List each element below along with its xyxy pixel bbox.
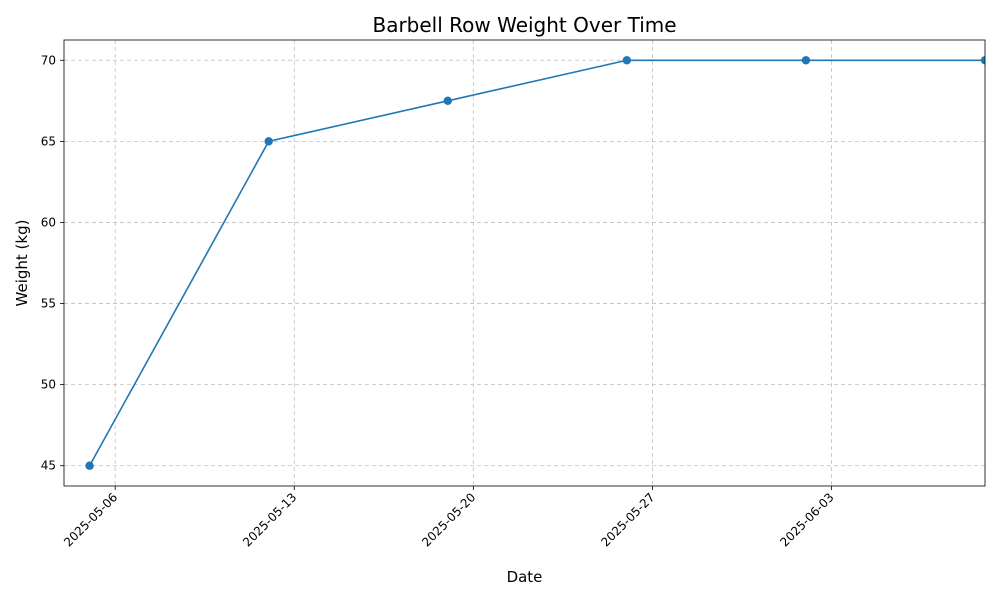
y-axis-label: Weight (kg) [13,220,31,307]
x-axis-label: Date [507,568,543,586]
series-line [88,59,985,467]
grid [64,40,985,486]
data-point [622,56,632,65]
data-point [264,137,273,146]
series-markers [85,56,985,470]
y-tick-label: 50 [41,378,56,392]
chart-title: Barbell Row Weight Over Time [372,13,676,37]
y-tick-label: 65 [41,134,56,148]
y-axis-ticks: 45 50 55 60 65 70 [41,53,64,473]
y-tick-label: 60 [41,215,56,229]
data-point [801,56,811,65]
plot-frame [63,39,986,487]
y-tick-label: 55 [41,297,56,311]
series-line-path [88,59,985,467]
data-point [443,96,452,106]
data-point [980,56,985,65]
data-point [85,461,94,470]
y-tick-label: 70 [41,53,56,67]
y-tick-label: 45 [41,459,56,473]
